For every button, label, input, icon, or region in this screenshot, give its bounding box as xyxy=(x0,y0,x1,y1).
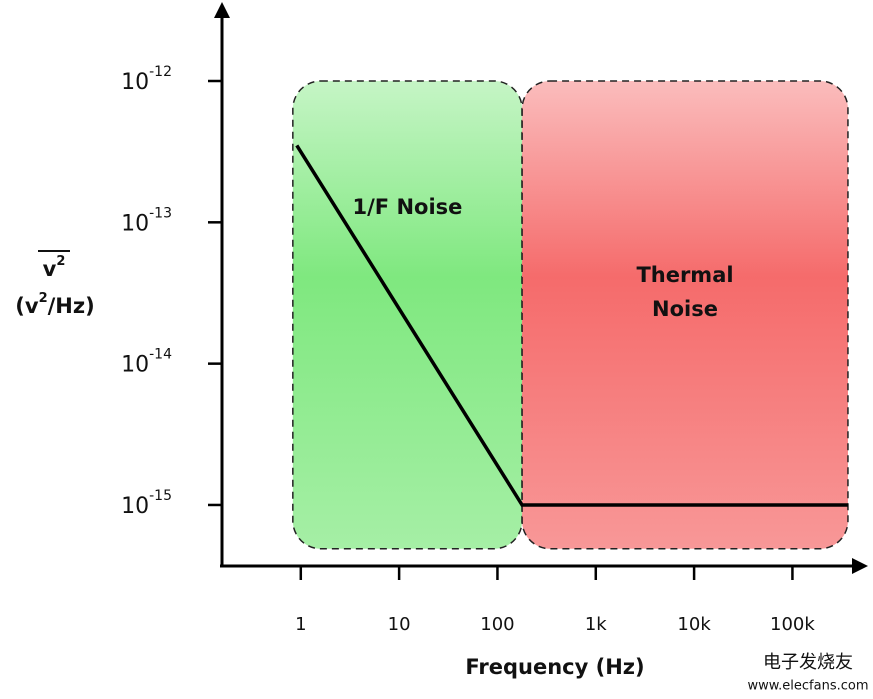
x-tick-label: 10 xyxy=(388,614,411,635)
tick-exp: -13 xyxy=(149,205,172,221)
watermark: 电子发烧友 xyxy=(763,652,853,673)
region-label: Thermal xyxy=(636,263,733,287)
y-label-symbol: v2 xyxy=(43,254,66,282)
line xyxy=(295,144,848,507)
tick-exp: -12 xyxy=(149,64,172,80)
x-tick-label: 10k xyxy=(677,614,711,635)
tick-base: 10 xyxy=(121,353,149,378)
tick-exp: -15 xyxy=(149,488,172,504)
x-tick-label: 1 xyxy=(295,614,306,635)
tick-base: 10 xyxy=(121,211,149,236)
y-tick-label: 10-15 xyxy=(121,488,172,519)
tick-base: 10 xyxy=(121,70,149,95)
region xyxy=(521,80,849,550)
region xyxy=(292,80,523,550)
y-tick-label: 10-14 xyxy=(121,347,172,378)
symbol-sup: 2 xyxy=(56,254,65,269)
x-axis-label: Frequency (Hz) xyxy=(465,655,644,679)
y-tick-label: 10-12 xyxy=(121,64,172,95)
y-label-unit: (v2/Hz) xyxy=(15,291,94,319)
unit-close: /Hz) xyxy=(48,294,95,318)
region-label: 1/F Noise xyxy=(353,195,463,219)
y-tick-label: 10-13 xyxy=(121,205,172,236)
tick-base: 10 xyxy=(121,494,149,519)
x-axis-arrow xyxy=(852,558,868,574)
y-axis-arrow xyxy=(214,2,230,18)
watermark-url: www.elecfans.com xyxy=(747,679,868,694)
x-tick-label: 100 xyxy=(480,614,514,635)
x-tick-label: 100k xyxy=(770,614,815,635)
unit-open: (v xyxy=(15,294,39,318)
region-label: Noise xyxy=(652,297,718,321)
y-axis-label: v2 (v2/Hz) xyxy=(15,250,95,319)
x-tick-label: 1k xyxy=(585,614,607,635)
unit-sup: 2 xyxy=(39,291,48,306)
symbol: v xyxy=(43,257,57,281)
tick-exp: -14 xyxy=(149,347,172,363)
